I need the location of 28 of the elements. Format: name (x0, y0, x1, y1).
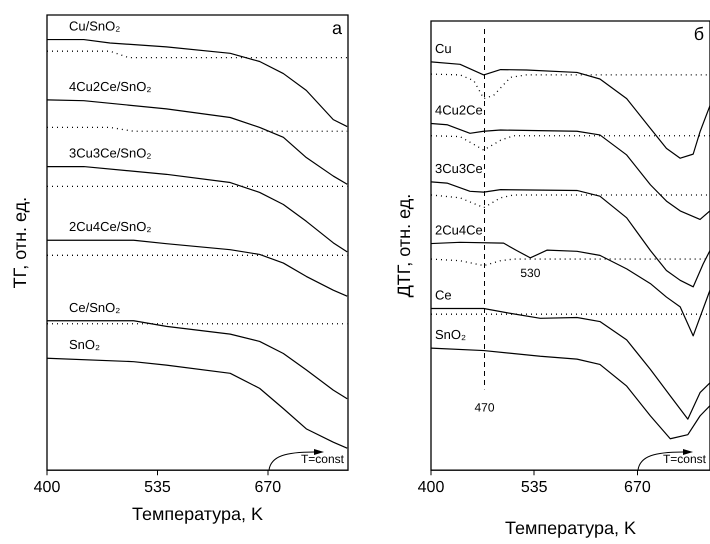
x-tick-label: 535 (520, 479, 548, 496)
x-axis-title: Температура, K (504, 518, 636, 538)
series-label: 4Cu2Ce/SnO₂ (69, 78, 152, 94)
series-label: SnO₂ (69, 337, 100, 352)
series-label: Ce/SnO₂ (69, 300, 120, 315)
x-axis-title: Температура, K (132, 504, 264, 524)
series-label: 2Cu4Ce/SnO₂ (69, 219, 152, 234)
annotation: T=const (662, 452, 707, 466)
series-label: Ce (435, 287, 452, 302)
series-label: 3Cu3Ce (435, 160, 483, 176)
text: б (694, 24, 704, 44)
y-axis-title: ТГ, отн. ед. (10, 196, 30, 288)
x-tick-label: 535 (144, 479, 171, 496)
series-label: 4Cu2Ce (435, 102, 483, 118)
series-label: SnO₂ (435, 327, 466, 342)
x-tick-label: 400 (34, 479, 60, 496)
x-tick-label: 670 (254, 479, 282, 496)
series-label: 2Cu4Ce (435, 222, 483, 238)
ref-line-label: 470 (474, 400, 495, 414)
y-axis-title: ДТГ, отн. ед. (394, 194, 414, 298)
series-label: 3Cu3Ce/SnO₂ (69, 146, 152, 161)
text: а (332, 18, 343, 38)
series-label: Cu/SnO₂ (69, 18, 120, 34)
annotation: T=const (300, 452, 345, 466)
x-tick-label: 400 (418, 479, 444, 496)
x-tick-label: 670 (624, 479, 651, 496)
series-label: Cu (435, 40, 452, 56)
annotation: 530 (520, 266, 541, 280)
